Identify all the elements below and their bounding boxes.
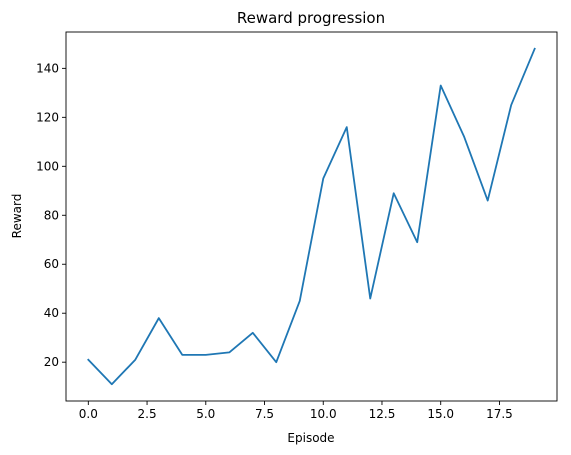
x-tick-label: 17.5 [486,407,513,421]
y-tick-label: 80 [44,208,59,222]
series-layer [87,47,536,386]
y-tick-label: 100 [36,159,59,173]
x-axis: 0.0 2.5 5.0 7.5 10.0 12.5 15.0 17.5 [79,401,513,421]
plot-frame [65,31,558,402]
y-axis-label: Reward [10,194,24,239]
y-tick-label: 40 [44,306,59,320]
x-tick-label: 7.5 [255,407,274,421]
x-axis-label: Episode [287,431,334,445]
y-axis: 20 40 60 80 100 120 140 [36,61,66,369]
x-tick-label: 2.5 [138,407,157,421]
x-tick-label: 0.0 [79,407,98,421]
x-tick-label: 15.0 [427,407,454,421]
y-tick-label: 120 [36,110,59,124]
x-tick-label: 5.0 [196,407,215,421]
y-tick-label: 140 [36,61,59,75]
y-tick-label: 60 [44,257,59,271]
y-tick-label: 20 [44,355,59,369]
chart-title: Reward progression [237,9,385,27]
x-tick-label: 12.5 [369,407,396,421]
series-line [87,47,536,386]
x-tick-label: 10.0 [310,407,337,421]
